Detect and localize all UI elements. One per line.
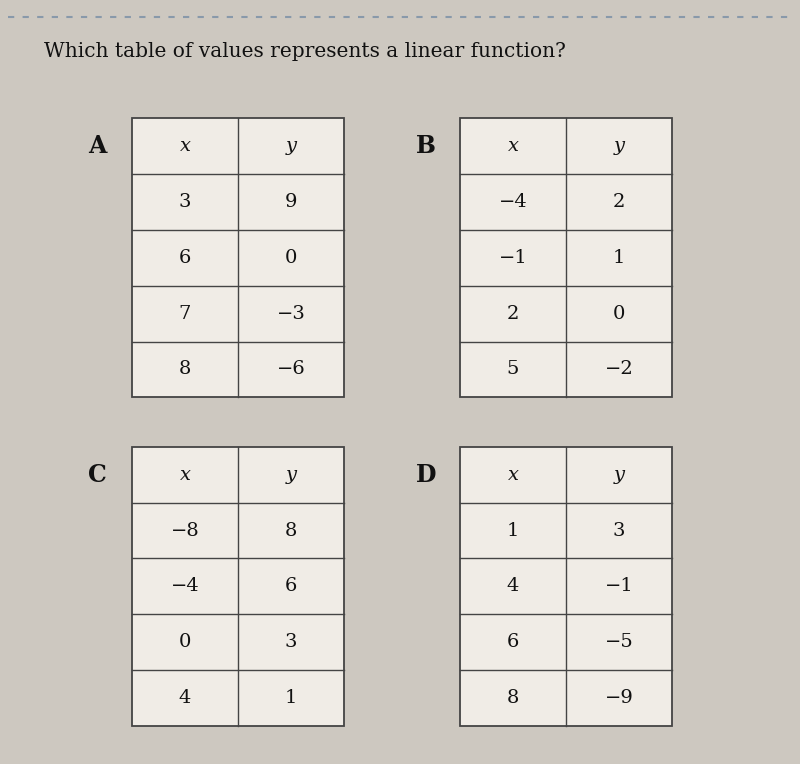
Text: B: B <box>416 134 436 158</box>
Text: 8: 8 <box>285 522 297 539</box>
Text: 0: 0 <box>613 305 625 322</box>
Text: A: A <box>88 134 106 158</box>
Text: 1: 1 <box>507 522 519 539</box>
Text: x: x <box>507 466 518 484</box>
Text: x: x <box>179 138 190 155</box>
Text: 5: 5 <box>507 361 519 378</box>
Text: 6: 6 <box>285 578 297 595</box>
Text: 3: 3 <box>178 193 191 211</box>
Text: 1: 1 <box>613 249 625 267</box>
Text: −9: −9 <box>605 689 634 707</box>
Text: −2: −2 <box>605 361 634 378</box>
Text: 2: 2 <box>613 193 625 211</box>
Text: −1: −1 <box>605 578 634 595</box>
Text: 8: 8 <box>507 689 519 707</box>
Text: y: y <box>286 466 297 484</box>
Text: −6: −6 <box>277 361 306 378</box>
Text: 3: 3 <box>613 522 626 539</box>
Text: 3: 3 <box>285 633 298 651</box>
Bar <box>460 118 672 397</box>
Text: 6: 6 <box>179 249 191 267</box>
Text: Which table of values represents a linear function?: Which table of values represents a linea… <box>44 42 566 61</box>
Text: 0: 0 <box>179 633 191 651</box>
Text: y: y <box>614 138 625 155</box>
Text: C: C <box>88 463 106 487</box>
Text: x: x <box>507 138 518 155</box>
Text: D: D <box>416 463 437 487</box>
Text: −1: −1 <box>498 249 527 267</box>
Text: −5: −5 <box>605 633 634 651</box>
Text: x: x <box>179 466 190 484</box>
Bar <box>132 118 344 397</box>
Text: y: y <box>286 138 297 155</box>
Text: 1: 1 <box>285 689 297 707</box>
Text: −4: −4 <box>170 578 199 595</box>
Bar <box>460 447 672 726</box>
Text: 0: 0 <box>285 249 297 267</box>
Text: 8: 8 <box>179 361 191 378</box>
Bar <box>132 447 344 726</box>
Text: 2: 2 <box>507 305 519 322</box>
Text: 4: 4 <box>507 578 519 595</box>
Text: −3: −3 <box>277 305 306 322</box>
Text: 6: 6 <box>507 633 519 651</box>
Text: −8: −8 <box>170 522 199 539</box>
Text: 7: 7 <box>179 305 191 322</box>
Text: 9: 9 <box>285 193 298 211</box>
Text: y: y <box>614 466 625 484</box>
Text: 4: 4 <box>179 689 191 707</box>
Text: −4: −4 <box>498 193 527 211</box>
